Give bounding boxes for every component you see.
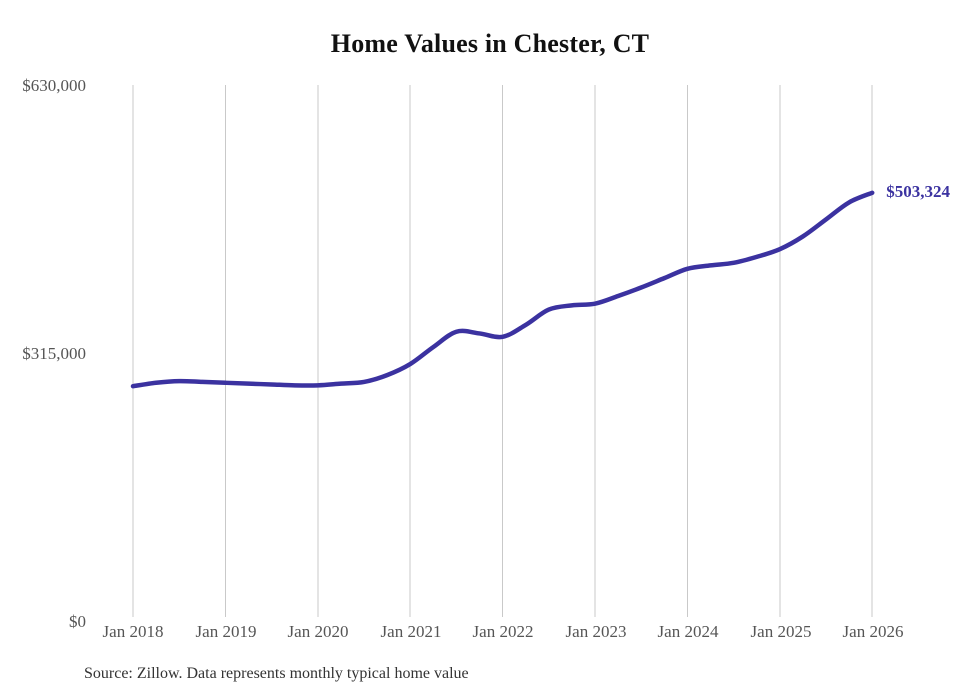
x-axis-tick-label-2020: Jan 2020 — [287, 622, 349, 641]
x-axis-tick-label-2022: Jan 2022 — [472, 622, 534, 641]
end-value-annotation: $503,324 — [886, 181, 950, 201]
x-axis-tick-label-2026: Jan 2026 — [842, 622, 904, 641]
y-axis-tick-label-top: $630,000 — [22, 76, 86, 95]
source-footnote: Source: Zillow. Data represents monthly … — [84, 665, 469, 682]
y-axis-tick-label-mid: $315,000 — [22, 344, 86, 363]
plot-svg — [130, 85, 875, 617]
x-axis-tick-label-2023: Jan 2023 — [565, 622, 627, 641]
y-axis-tick-label-bottom: $0 — [69, 612, 86, 631]
x-axis-tick-label-2019: Jan 2019 — [195, 622, 257, 641]
series-line-typical-home-value — [130, 190, 875, 389]
x-axis-tick-label-2025: Jan 2025 — [750, 622, 812, 641]
gridlines-group — [132, 85, 873, 617]
chart-title: Home Values in Chester, CT — [330, 29, 650, 58]
plot-area — [95, 80, 905, 622]
x-axis-tick-label-2024: Jan 2024 — [657, 622, 719, 641]
x-axis-tick-label-2021: Jan 2021 — [380, 622, 442, 641]
x-axis-tick-label-2018: Jan 2018 — [102, 622, 164, 641]
